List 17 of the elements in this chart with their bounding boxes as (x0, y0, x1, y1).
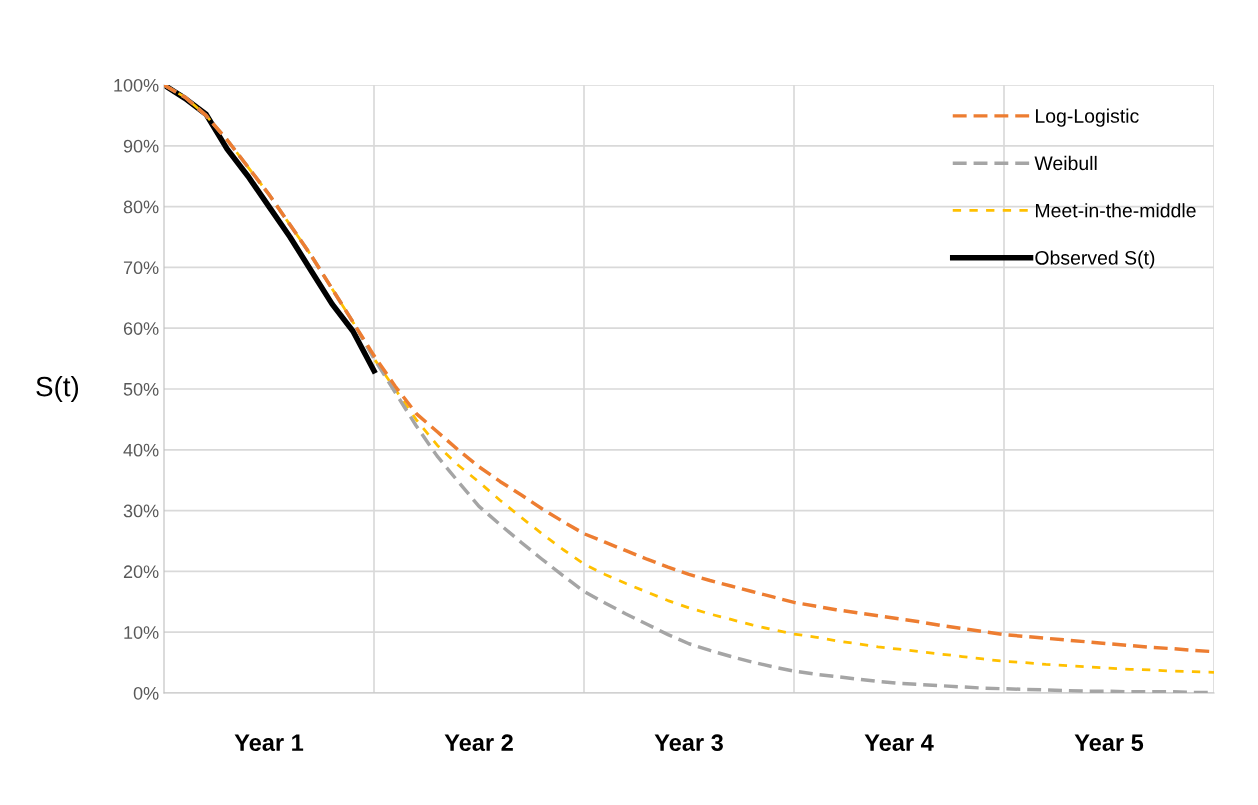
text: Year 2 (444, 734, 513, 752)
y-tick-label: 40% (123, 443, 159, 457)
y-tick-label: 60% (123, 322, 159, 335)
y-tick-label: 30% (123, 504, 159, 518)
y-axis-title: S(t) (36, 376, 79, 402)
y-tick-label: 80% (123, 200, 159, 214)
y-tick-label: 10% (124, 626, 159, 639)
text: Year 5 (1074, 734, 1144, 752)
text: Year 4 (864, 734, 934, 752)
y-tick-label: 90% (123, 139, 159, 153)
text: Year 3 (654, 734, 723, 752)
y-tick-label: 0% (133, 686, 159, 700)
y-tick-label: 100% (114, 78, 159, 92)
text: Year 1 (234, 734, 304, 752)
y-tick-label: 20% (123, 565, 159, 579)
y-tick-label: 50% (123, 382, 159, 396)
y-tick-label: 70% (123, 261, 159, 275)
